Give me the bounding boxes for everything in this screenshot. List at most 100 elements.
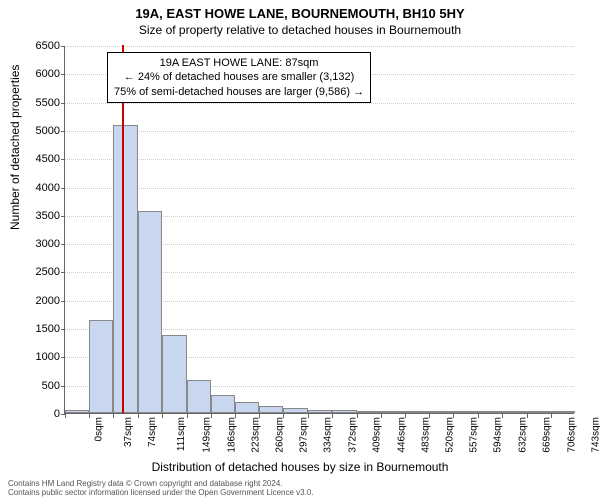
xtick-mark [502, 414, 503, 418]
ytick-label: 3000 [20, 238, 60, 250]
ytick-mark [61, 131, 65, 132]
histogram-bar [502, 411, 526, 413]
xtick-label: 409sqm [372, 417, 383, 453]
ytick-mark [61, 74, 65, 75]
ytick-mark [61, 159, 65, 160]
histogram-bar [405, 411, 429, 413]
xtick-label: 446sqm [396, 417, 407, 453]
y-axis-label: Number of detached properties [8, 65, 22, 230]
xtick-mark [89, 414, 90, 418]
xtick-mark [405, 414, 406, 418]
gridline [65, 46, 574, 47]
annotation-box: 19A EAST HOWE LANE: 87sqm ← 24% of detac… [107, 52, 371, 103]
histogram-bar [381, 411, 405, 413]
plot-area: 0sqm37sqm74sqm111sqm149sqm186sqm223sqm26… [64, 46, 574, 414]
ytick-mark [61, 301, 65, 302]
chart-title: 19A, EAST HOWE LANE, BOURNEMOUTH, BH10 5… [0, 6, 600, 21]
gridline [65, 188, 574, 189]
histogram-bar [429, 411, 453, 413]
xtick-mark [527, 414, 528, 418]
xtick-mark [211, 414, 212, 418]
ytick-label: 5000 [20, 125, 60, 137]
xtick-label: 37sqm [123, 417, 134, 447]
xtick-label: 706sqm [566, 417, 577, 453]
ytick-mark [61, 386, 65, 387]
ytick-label: 1000 [20, 351, 60, 363]
xtick-mark [283, 414, 284, 418]
xtick-mark [478, 414, 479, 418]
ytick-label: 2500 [20, 266, 60, 278]
ytick-mark [61, 244, 65, 245]
xtick-label: 520sqm [445, 417, 456, 453]
xtick-mark [308, 414, 309, 418]
xtick-label: 297sqm [299, 417, 310, 453]
ytick-mark [61, 216, 65, 217]
xtick-label: 669sqm [542, 417, 553, 453]
ytick-label: 6000 [20, 68, 60, 80]
ytick-mark [61, 357, 65, 358]
title-block: 19A, EAST HOWE LANE, BOURNEMOUTH, BH10 5… [0, 0, 600, 37]
xtick-label: 260sqm [275, 417, 286, 453]
xtick-label: 0sqm [93, 417, 104, 441]
histogram-bar [138, 211, 163, 413]
ytick-label: 1500 [20, 323, 60, 335]
xtick-label: 372sqm [348, 417, 359, 453]
footer: Contains HM Land Registry data © Crown c… [8, 480, 314, 498]
histogram-bar [453, 411, 478, 413]
xtick-mark [187, 414, 188, 418]
histogram-bar [308, 410, 332, 413]
histogram-bar [162, 335, 186, 413]
ytick-label: 6500 [20, 40, 60, 52]
xtick-mark [113, 414, 114, 418]
ytick-mark [61, 46, 65, 47]
xtick-label: 149sqm [202, 417, 213, 453]
xtick-label: 743sqm [590, 417, 600, 453]
xtick-label: 557sqm [469, 417, 480, 453]
xtick-mark [65, 414, 66, 418]
chart-container: 19A, EAST HOWE LANE, BOURNEMOUTH, BH10 5… [0, 0, 600, 500]
annotation-line2: ← 24% of detached houses are smaller (3,… [114, 70, 364, 84]
histogram-bar [235, 402, 259, 413]
histogram-bar [283, 408, 308, 413]
ytick-mark [61, 188, 65, 189]
histogram-bar [113, 125, 137, 413]
annotation-line3: 75% of semi-detached houses are larger (… [114, 85, 364, 99]
histogram-bar [527, 411, 551, 413]
ytick-label: 4000 [20, 182, 60, 194]
histogram-bar [187, 380, 211, 413]
xtick-label: 594sqm [493, 417, 504, 453]
ytick-mark [61, 272, 65, 273]
ytick-label: 2000 [20, 295, 60, 307]
xtick-mark [138, 414, 139, 418]
xtick-mark [259, 414, 260, 418]
histogram-bar [357, 411, 381, 413]
histogram-bar [332, 410, 356, 413]
xtick-mark [162, 414, 163, 418]
xtick-label: 483sqm [420, 417, 431, 453]
xtick-label: 223sqm [250, 417, 261, 453]
xtick-mark [357, 414, 358, 418]
ytick-label: 5500 [20, 97, 60, 109]
gridline [65, 159, 574, 160]
chart-subtitle: Size of property relative to detached ho… [0, 23, 600, 37]
xtick-mark [381, 414, 382, 418]
xtick-mark [235, 414, 236, 418]
xtick-label: 111sqm [176, 417, 187, 451]
annotation-line1: 19A EAST HOWE LANE: 87sqm [114, 56, 364, 70]
histogram-bar [551, 411, 575, 413]
ytick-mark [61, 103, 65, 104]
ytick-label: 0 [20, 408, 60, 420]
xtick-mark [551, 414, 552, 418]
xtick-mark [453, 414, 454, 418]
footer-line2: Contains public sector information licen… [8, 489, 314, 498]
xtick-label: 632sqm [518, 417, 529, 453]
histogram-bar [478, 411, 502, 413]
xtick-mark [429, 414, 430, 418]
x-axis-label: Distribution of detached houses by size … [0, 460, 600, 474]
ytick-label: 500 [20, 380, 60, 392]
xtick-label: 334sqm [323, 417, 334, 453]
histogram-bar [65, 410, 89, 413]
ytick-mark [61, 329, 65, 330]
ytick-label: 4500 [20, 153, 60, 165]
xtick-label: 186sqm [226, 417, 237, 453]
